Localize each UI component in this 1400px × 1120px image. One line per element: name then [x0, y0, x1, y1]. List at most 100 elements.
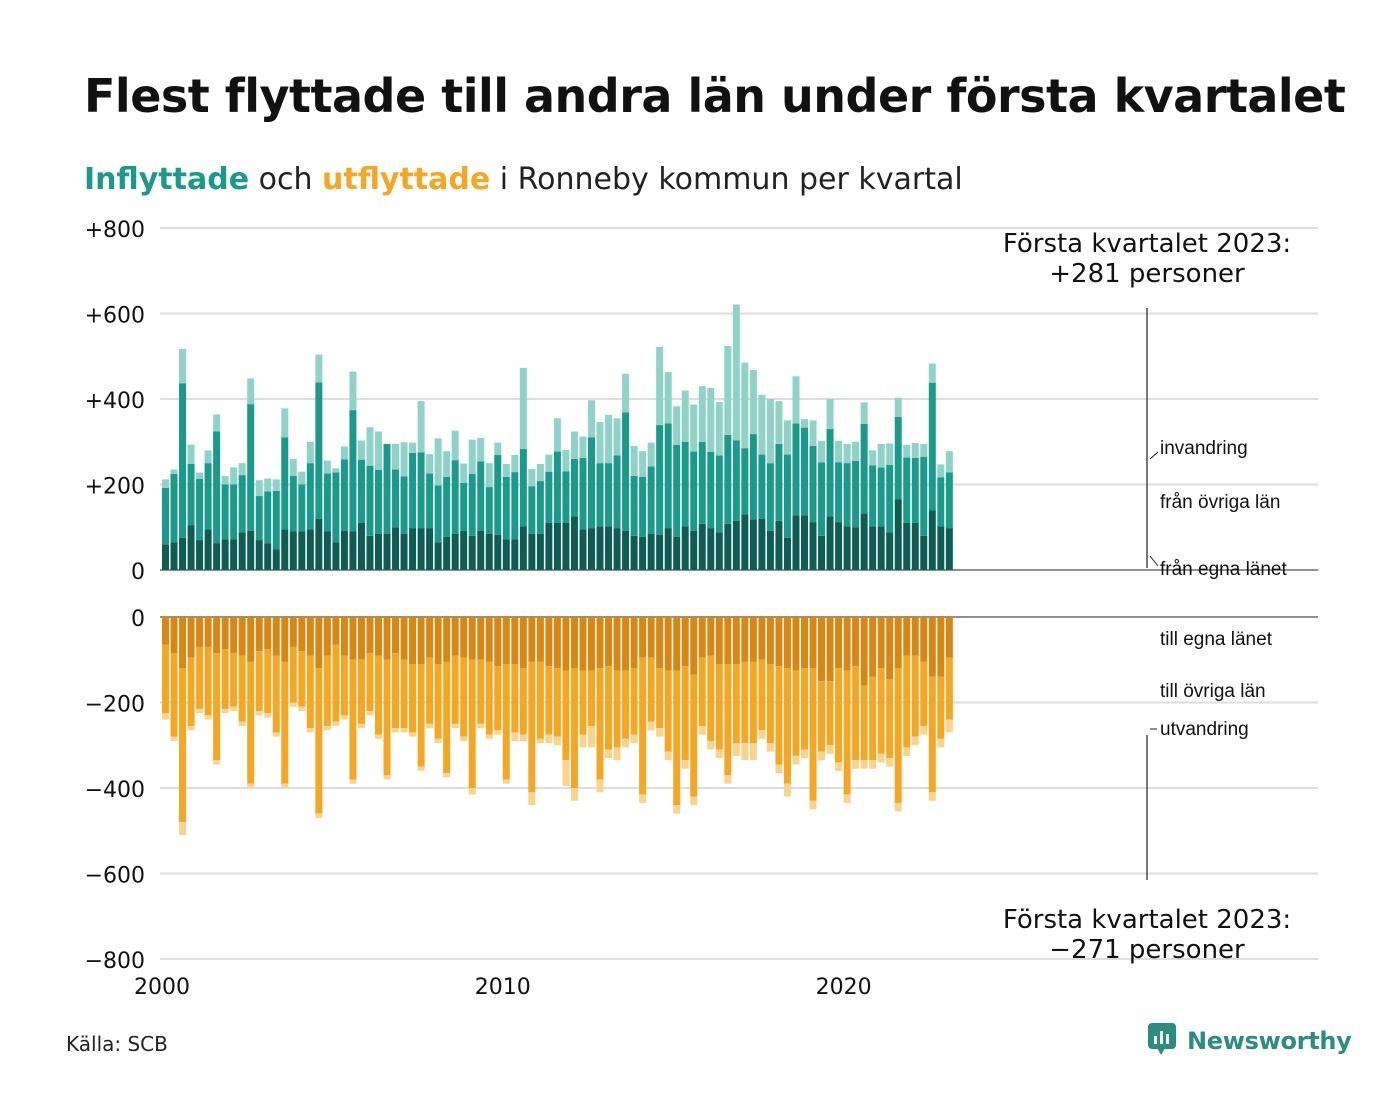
bar-out [741, 743, 749, 761]
bar-in [843, 443, 851, 464]
bar-out [758, 659, 766, 731]
bar-out [400, 617, 408, 660]
bar-in [392, 527, 400, 570]
bar-out [860, 617, 868, 686]
bar-out [758, 617, 766, 660]
bar-out [809, 617, 817, 669]
bar-out [451, 655, 459, 724]
bar-out [255, 711, 263, 716]
bar-out [681, 666, 689, 761]
y-tick-label: 0 [131, 560, 145, 585]
bar-out [357, 659, 365, 724]
bar-in [886, 443, 894, 465]
bar-in [801, 515, 808, 570]
bar-in [724, 523, 732, 570]
bar-in [255, 480, 263, 497]
bar-out [698, 617, 706, 658]
bar-out [843, 670, 851, 795]
bar-in [451, 533, 459, 570]
bar-in [749, 369, 757, 435]
bar-in [928, 363, 936, 383]
bar-out [451, 723, 459, 729]
bar-out [596, 668, 604, 780]
bar-out [775, 764, 783, 774]
bar-in [315, 382, 323, 519]
bar-in [826, 428, 834, 517]
bar-out [792, 755, 800, 765]
bar-out [553, 736, 561, 746]
bar-in [409, 528, 417, 570]
bar-out [375, 617, 382, 656]
bar-out [928, 792, 936, 801]
bar-out [843, 617, 851, 671]
bar-out [366, 711, 374, 716]
series-label-leader [1149, 451, 1159, 460]
bar-in [553, 418, 561, 452]
bar-in [187, 463, 195, 526]
bar-out [323, 726, 331, 731]
bar-out [766, 617, 774, 665]
bar-out [306, 617, 314, 656]
bar-in [911, 457, 919, 523]
bar-in [298, 484, 306, 532]
bar-out [852, 617, 860, 667]
bar-in [315, 354, 323, 383]
bar-in [894, 397, 902, 417]
series-label-fran-egna-lanet: från egna länet [1160, 559, 1287, 580]
bar-out [392, 653, 400, 729]
bar-out [221, 708, 229, 714]
bar-out [664, 617, 672, 671]
bar-in [664, 423, 672, 529]
bar-in [332, 472, 340, 543]
bar-in [204, 450, 212, 464]
bar-out [349, 617, 357, 660]
bar-out [783, 783, 791, 797]
bar-in [528, 486, 536, 534]
bar-in [724, 345, 732, 435]
bar-out [911, 655, 919, 737]
bar-in [519, 526, 527, 570]
bar-out [247, 783, 255, 788]
bar-chart-speech-bubble-icon [1147, 1022, 1177, 1060]
bar-in [724, 434, 732, 524]
bar-out [528, 617, 536, 662]
bar-out [732, 743, 740, 756]
bar-out [741, 661, 749, 744]
bar-in [664, 372, 672, 424]
bar-out [732, 664, 740, 744]
bar-out [536, 738, 544, 744]
bar-in [289, 475, 297, 532]
bar-in [741, 362, 749, 449]
bar-in [443, 476, 451, 537]
bar-in [434, 485, 442, 543]
bar-out [323, 655, 331, 727]
bar-in [945, 528, 953, 570]
bar-in [392, 469, 400, 528]
bar-out [783, 668, 791, 784]
bar-out [818, 681, 826, 752]
bar-out [588, 726, 595, 748]
bar-in [698, 441, 706, 524]
bar-in [613, 528, 621, 570]
bar-in [315, 518, 323, 570]
bar-in [434, 438, 442, 486]
bar-in [511, 539, 519, 570]
bar-in [179, 348, 187, 384]
bar-out [375, 734, 382, 739]
bar-in [213, 543, 221, 570]
y-tick-label: −800 [85, 949, 145, 974]
bar-out [315, 617, 323, 669]
brand-logo[interactable]: Newsworthy [1147, 1022, 1352, 1060]
series-label-invandring: invandring [1160, 438, 1248, 459]
bar-out [511, 732, 519, 741]
bar-out [306, 655, 314, 729]
bar-out [213, 653, 221, 761]
subtitle-middle: och [249, 162, 322, 197]
bar-in [758, 518, 766, 570]
bar-out [179, 668, 187, 823]
subtitle-in-word: Inflyttade [84, 162, 250, 197]
bar-out [238, 655, 246, 722]
bar-out [647, 721, 655, 731]
bar-in [426, 528, 434, 570]
bar-in [426, 473, 434, 529]
